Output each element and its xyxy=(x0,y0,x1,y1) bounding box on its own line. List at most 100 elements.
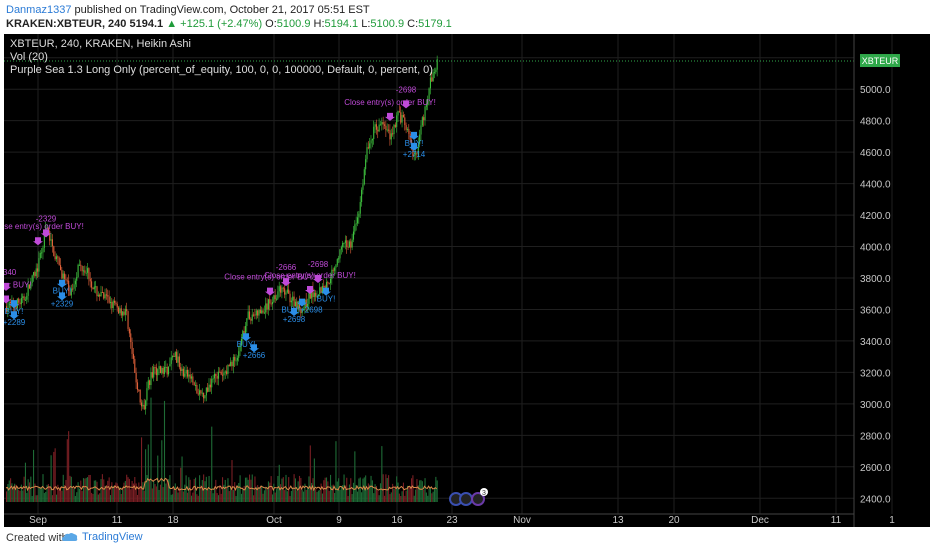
author-link[interactable]: Danmaz1337 xyxy=(6,4,72,16)
volume-bar xyxy=(375,486,377,502)
candle-body xyxy=(65,278,67,281)
high-value: 5194.1 xyxy=(324,18,359,30)
event-badges[interactable]: 3 xyxy=(449,488,488,506)
volume-bar xyxy=(12,488,14,502)
volume-bar xyxy=(139,486,141,502)
volume-bar xyxy=(359,477,361,502)
candle-body xyxy=(38,258,40,272)
event-badge-icon[interactable] xyxy=(459,492,473,506)
volume-bar xyxy=(212,493,214,502)
candle-body xyxy=(138,389,140,391)
volume-bar xyxy=(20,484,22,502)
candle-body xyxy=(51,239,53,247)
volume-bar xyxy=(61,490,63,502)
candle-body xyxy=(64,273,66,279)
candle-body xyxy=(95,286,97,288)
candle-body xyxy=(211,378,213,388)
volume-bar xyxy=(316,492,318,502)
candle-body xyxy=(292,296,294,301)
volume-bar xyxy=(235,495,237,502)
candle-body xyxy=(128,328,130,334)
candle-body xyxy=(122,311,124,316)
volume-bar xyxy=(408,486,410,502)
time-axis[interactable]: Sep 11 18 Oct 9 16 23 Nov 13 20 Dec 11 1 xyxy=(4,513,895,526)
volume-bar xyxy=(80,480,82,502)
volume-bar xyxy=(366,489,368,502)
candle-body xyxy=(373,126,375,139)
chart-area[interactable]: Close entry(s) order BUY!-2329+2329BUY!-… xyxy=(0,34,930,527)
volume-bar xyxy=(158,489,160,502)
volume-bar xyxy=(30,476,32,502)
volume-bar xyxy=(28,482,31,502)
candle-body xyxy=(126,309,128,312)
volume-bar xyxy=(16,488,18,502)
candle-body xyxy=(369,143,371,149)
candle-body xyxy=(6,306,8,312)
candle-body xyxy=(408,129,410,134)
candle-body xyxy=(234,357,236,361)
volume-bar xyxy=(154,484,156,502)
volume-bar xyxy=(138,482,140,502)
y-tick-label: 4800.0 xyxy=(860,117,891,128)
volume-bar xyxy=(297,481,299,502)
volume-bar xyxy=(270,476,272,502)
candle-body xyxy=(159,366,161,373)
volume-bar xyxy=(109,495,112,502)
candle-body xyxy=(120,308,122,316)
candle-body xyxy=(347,246,349,248)
event-badge-icon[interactable] xyxy=(471,492,485,506)
candle-body xyxy=(311,288,313,299)
candle-body xyxy=(363,169,365,185)
legend-title: XBTEUR, 240, KRAKEN, Heikin Ashi xyxy=(10,38,191,50)
volume-bar xyxy=(200,485,202,502)
candle-body xyxy=(176,351,178,363)
volume-bar xyxy=(339,489,341,502)
candle-body xyxy=(19,302,21,305)
price-chart[interactable]: Close entry(s) order BUY!-2329+2329BUY!-… xyxy=(0,34,930,527)
candle-body xyxy=(262,310,264,313)
candle-body xyxy=(201,392,203,394)
price-axis[interactable]: 2400.0 2600.0 2800.0 3000.0 3200.0 3400.0 3600… xyxy=(853,34,900,527)
volume-bar xyxy=(294,478,296,502)
candle-body xyxy=(357,217,359,224)
candle-body xyxy=(392,133,394,135)
volume-bar xyxy=(352,482,355,502)
volume-bar xyxy=(304,483,306,502)
volume-bar xyxy=(73,488,75,502)
x-tick-label: 20 xyxy=(668,515,680,526)
candle-body xyxy=(135,372,137,383)
tradingview-brand[interactable]: TradingView xyxy=(62,531,143,543)
candle-body xyxy=(343,242,345,244)
candle-body xyxy=(386,129,388,131)
volume-bar xyxy=(436,480,438,502)
volume-bar xyxy=(265,486,267,502)
volume-bar xyxy=(159,484,161,502)
candle-body xyxy=(223,372,225,376)
candle-body xyxy=(62,273,64,279)
buy-arrow-icon xyxy=(57,292,67,301)
candle-body xyxy=(197,393,199,395)
volume-bar xyxy=(308,476,310,502)
candle-body xyxy=(203,392,205,399)
candle-body xyxy=(55,256,58,260)
buy-signal-label: BUY!+2698 xyxy=(281,306,323,315)
candle-body xyxy=(321,286,323,294)
volume-bar xyxy=(184,484,186,502)
grid-lines xyxy=(4,34,893,514)
volume-bar xyxy=(313,458,315,502)
candle-body xyxy=(143,404,145,410)
volume-bar xyxy=(132,483,134,502)
candle-body xyxy=(116,303,118,308)
candle-body xyxy=(377,129,379,132)
buy-arrow-icon xyxy=(321,287,331,296)
candle-body xyxy=(428,88,430,100)
close-signal-label: Close entry(s) order BUY! xyxy=(264,271,356,280)
candle-body xyxy=(381,122,383,125)
candle-body xyxy=(388,129,390,131)
candle-body xyxy=(243,330,245,335)
tradingview-cloud-icon xyxy=(62,533,78,541)
candle-body xyxy=(57,256,59,258)
volume-bar xyxy=(355,485,357,502)
volume-bar xyxy=(234,482,236,502)
volume-bar xyxy=(41,488,43,502)
